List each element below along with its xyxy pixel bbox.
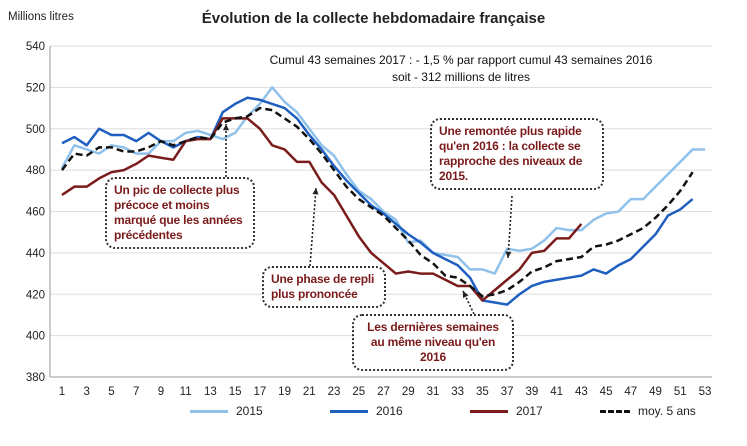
x-tick-label: 13 [204,386,217,398]
x-tick-label: 37 [501,386,514,398]
series-line-2017 [61,117,583,302]
x-tick-label: 27 [377,386,390,398]
legend-label: 2016 [376,404,403,418]
y-tick-label: 520 [26,82,45,94]
x-tick-label: 49 [649,386,662,398]
legend-swatch [190,409,228,413]
legend-item: moy. 5 ans [600,404,696,418]
y-tick-label: 400 [26,331,45,343]
legend-label: 2017 [516,404,543,418]
x-tick-label: 25 [352,386,365,398]
annotation-dernieres: Les dernières semaines au même niveau qu… [352,314,514,371]
x-tick-label: 7 [133,386,139,398]
x-tick-label: 1 [59,386,65,398]
x-tick-label: 51 [674,386,687,398]
cumul-line-2: soit - 312 millions de litres [391,70,531,84]
x-tick-label: 33 [451,386,464,398]
legend-label: moy. 5 ans [638,404,696,418]
x-tick-label: 41 [550,386,563,398]
annotation-remontee: Une remontée plus rapide qu'en 2016 : la… [430,118,604,190]
x-tick-label: 21 [303,386,316,398]
annotation-pic: Un pic de collecte plus précoce et moins… [105,177,255,249]
y-tick-label: 480 [26,165,45,177]
y-tick-label: 380 [26,372,45,384]
legend-swatch [330,409,368,413]
x-tick-label: 17 [253,386,266,398]
y-tick-label: 420 [26,289,45,301]
legend-item: 2015 [190,404,263,418]
x-tick-label: 47 [624,386,637,398]
x-tick-label: 5 [108,386,114,398]
x-tick-label: 9 [158,386,164,398]
arrow-head [222,124,230,131]
y-tick-label: 440 [26,248,45,260]
legend-label: 2015 [236,404,263,418]
x-tick-label: 45 [600,386,613,398]
series-line-2015 [60,86,705,275]
y-tick-label: 540 [26,41,45,53]
legend-swatch [470,409,508,413]
y-axis-label: Millions litres [8,11,74,23]
legend-item: 2016 [330,404,403,418]
x-tick-label: 15 [229,386,242,398]
x-tick-label: 3 [84,386,90,398]
y-tick-label: 460 [26,207,45,219]
arrow-head [505,251,512,258]
legend-item: 2017 [470,404,543,418]
annotation-arrow [309,187,317,267]
x-tick-label: 53 [699,386,712,398]
cumul-line-1: Cumul 43 semaines 2017 : - 1,5 % par rap… [269,53,653,67]
arrow-head [312,188,319,195]
x-tick-label: 23 [328,386,341,398]
annotation-repli: Une phase de repli plus prononcée [262,266,386,308]
x-tick-label: 43 [575,386,588,398]
series-line-moy-5-ans [60,106,694,298]
chart-title: Évolution de la collecte hebdomadaire fr… [201,10,546,27]
x-tick-label: 29 [402,386,415,398]
y-tick-label: 500 [26,124,45,136]
x-tick-label: 31 [427,386,440,398]
series-line-2016 [61,96,694,306]
legend-swatch [600,409,630,413]
x-tick-label: 35 [476,386,489,398]
arrow-head [462,291,469,298]
x-tick-label: 19 [278,386,291,398]
x-tick-label: 11 [180,386,192,398]
x-tick-label: 39 [525,386,538,398]
